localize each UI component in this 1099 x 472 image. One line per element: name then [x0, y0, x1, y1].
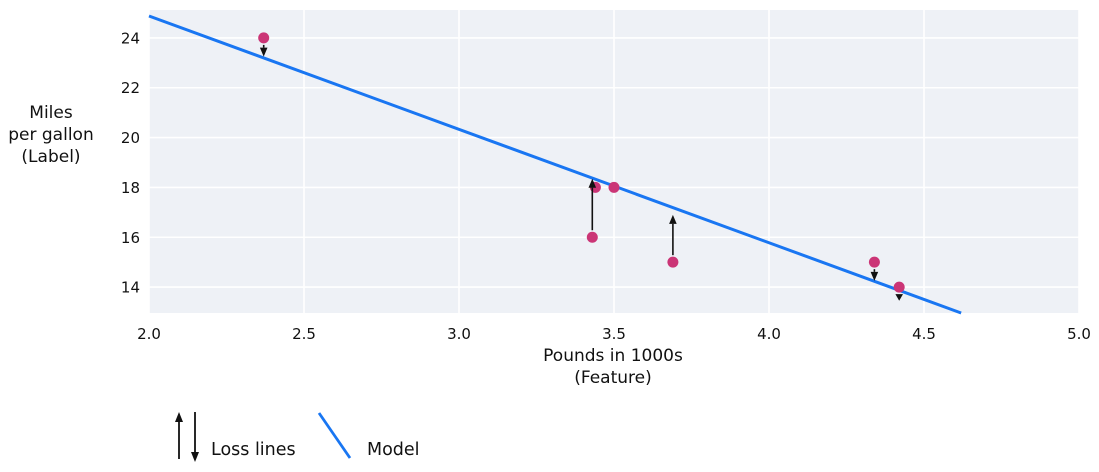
arrow-head — [870, 271, 879, 281]
x-tick-label: 5.0 — [1067, 325, 1091, 343]
arrow-head — [669, 214, 677, 224]
loss-arrows — [259, 44, 903, 301]
legend-label-model: Model — [367, 440, 420, 460]
x-tick-label: 4.0 — [757, 325, 781, 343]
y-axis-label-line: Miles — [29, 103, 73, 123]
loss-arrow — [259, 44, 268, 57]
loss-arrow — [870, 269, 879, 281]
arrow-head — [259, 47, 268, 57]
arrow-head — [588, 178, 597, 188]
model-line — [148, 14, 962, 315]
x-tick-label: 2.0 — [137, 325, 161, 343]
arrow-head — [191, 452, 199, 462]
y-tick-label: 18 — [121, 179, 140, 197]
x-axis-label: Pounds in 1000s(Feature) — [543, 346, 683, 388]
y-axis-label-line: per gallon — [8, 125, 93, 145]
x-tick-label: 2.5 — [292, 325, 316, 343]
x-tick-label: 3.5 — [602, 325, 626, 343]
y-tick-label: 22 — [121, 79, 140, 97]
legend-label-loss-lines: Loss lines — [211, 440, 296, 460]
x-axis-label-line: (Feature) — [574, 368, 652, 388]
y-tick-label: 20 — [121, 129, 140, 147]
loss-arrow — [588, 178, 597, 231]
y-tick-labels: 14 16 18 20 22 24 — [121, 29, 140, 296]
data-point — [868, 256, 880, 268]
data-point — [258, 32, 270, 44]
data-point — [608, 181, 620, 193]
arrow-head — [175, 412, 183, 422]
loss-arrow — [669, 214, 677, 256]
loss-arrow — [895, 294, 903, 301]
x-tick-label: 4.5 — [912, 325, 936, 343]
model-line-segment — [148, 14, 962, 315]
y-axis-label-line: (Label) — [21, 147, 80, 167]
loss-lines-symbol — [175, 412, 199, 462]
y-tick-label: 14 — [121, 279, 140, 297]
model-symbol — [317, 412, 352, 459]
data-point — [667, 256, 679, 268]
y-tick-label: 16 — [121, 229, 140, 247]
legend: Loss lines Model — [175, 412, 420, 462]
data-point — [586, 231, 598, 243]
y-tick-label: 24 — [121, 29, 140, 47]
data-point — [893, 281, 905, 293]
x-axis-label-line: Pounds in 1000s — [543, 346, 683, 366]
arrow-head — [895, 294, 903, 301]
x-tick-label: 3.0 — [447, 325, 471, 343]
x-tick-labels: 2.0 2.5 3.0 3.5 4.0 4.5 5.0 — [137, 325, 1091, 343]
